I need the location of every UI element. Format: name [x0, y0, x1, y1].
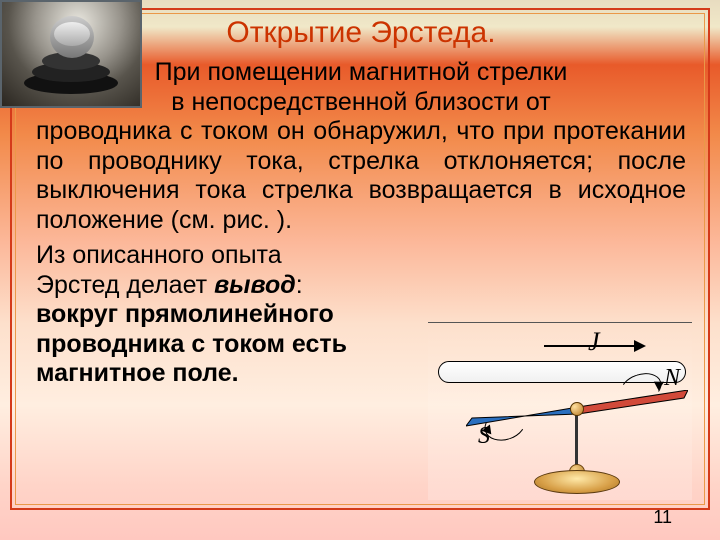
para-rest: проводника с током он обнаружил, что при… [36, 117, 686, 234]
paragraph-conclusion: Из описанного опыта Эрстед делает вывод:… [36, 241, 436, 389]
para2-line-a: Из описанного опыта [36, 241, 282, 269]
needle-pivot [570, 402, 584, 416]
photo-oersted-device [0, 0, 142, 108]
oersted-experiment-diagram: J S N [428, 322, 692, 500]
conclusion-word: вывод [214, 271, 296, 299]
para2-line-b: Эрстед делает [36, 271, 214, 299]
current-arrow-icon [544, 345, 644, 347]
current-label: J [588, 327, 600, 357]
para2-line-c: вокруг прямолинейного проводника с током… [36, 300, 347, 387]
colon: : [296, 271, 303, 299]
stand-pole [575, 412, 578, 468]
south-pole-label: S [478, 423, 490, 450]
north-pole-label: N [664, 365, 680, 392]
stand-base [534, 470, 620, 494]
page-number: 11 [653, 507, 672, 528]
